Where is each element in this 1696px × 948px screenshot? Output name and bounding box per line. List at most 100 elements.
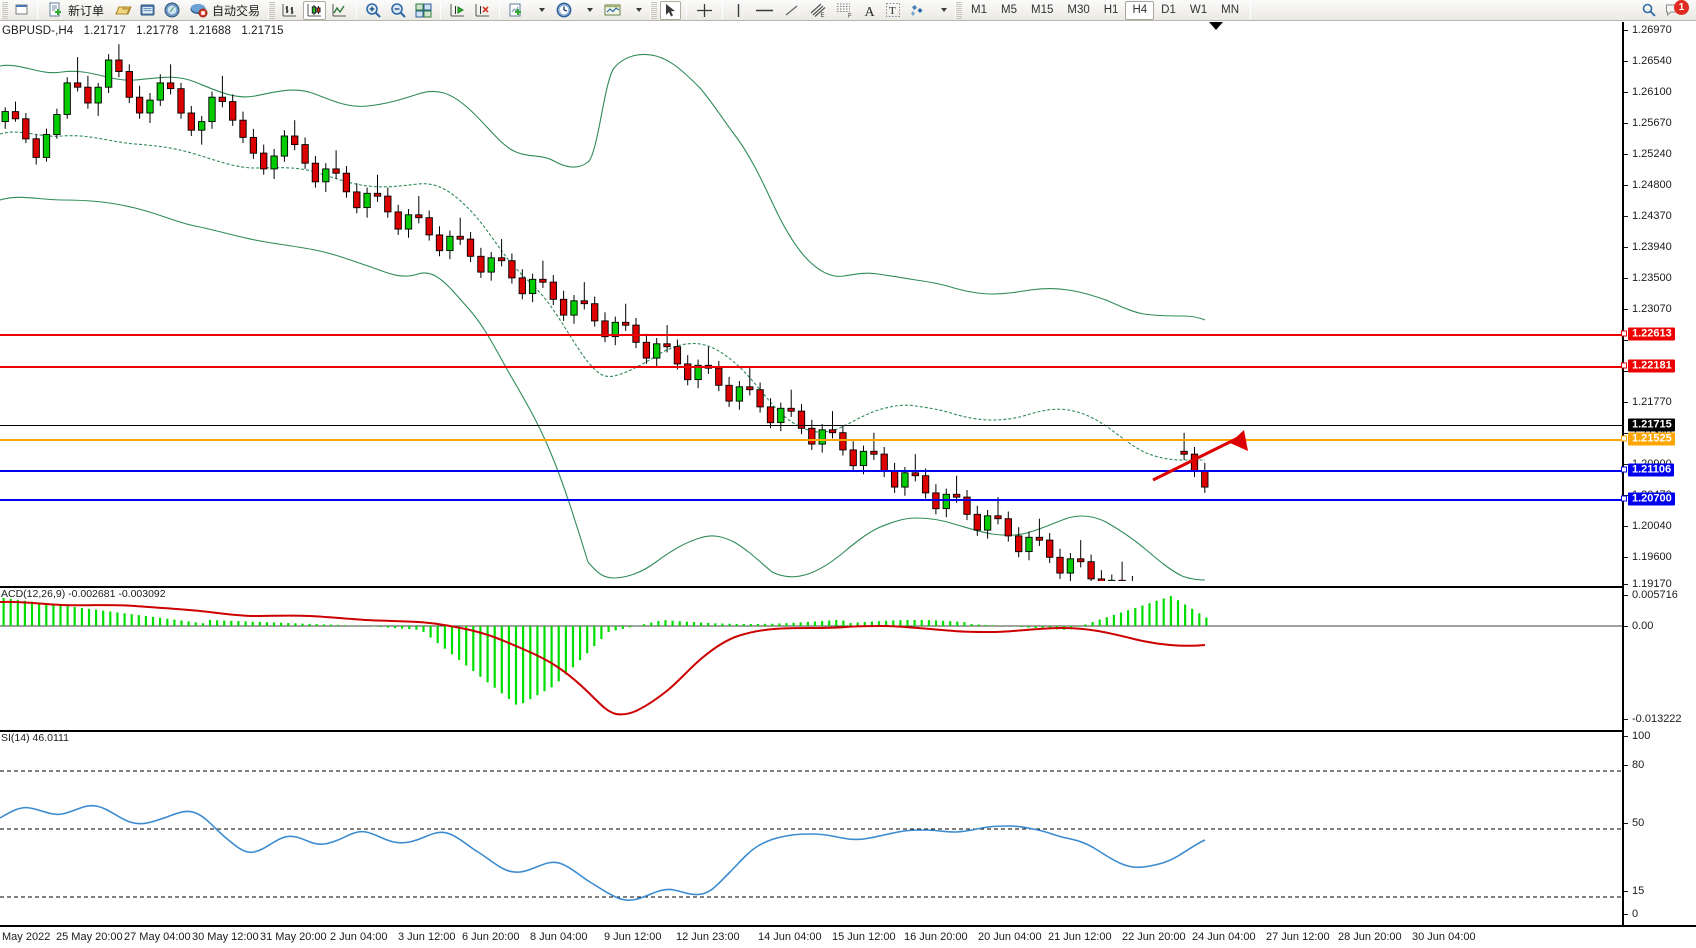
line-chart-icon[interactable] (328, 1, 351, 20)
time-label: 3 Jun 12:00 (398, 931, 456, 943)
current-price-tag: 1.21715 (1628, 418, 1675, 432)
timeframe-mn[interactable]: MN (1221, 4, 1239, 16)
resistance-2-tag[interactable]: 1.22613 (1621, 327, 1675, 341)
new-chart-dropdown-arrow[interactable] (530, 1, 551, 20)
navigator-icon[interactable] (161, 1, 183, 20)
support-1-value: 1.21106 (1632, 463, 1672, 476)
vertical-line-icon[interactable] (728, 1, 749, 20)
rsi-indicator-label: SI(14) 46.0111 (1, 732, 69, 744)
rsi-chart-canvas[interactable] (0, 742, 1622, 924)
timeframe-m1[interactable]: M1 (971, 4, 988, 16)
fibonacci-icon[interactable]: F (832, 1, 857, 20)
new-order-label: 新订单 (68, 3, 105, 18)
timeframe-m5[interactable]: M5 (1001, 4, 1017, 16)
price-tick-label: 1.23500 (1632, 272, 1672, 284)
timeframe-h4[interactable]: H4 (1125, 0, 1155, 20)
price-tick-label: 1.23070 (1632, 303, 1672, 315)
data-window-icon[interactable] (446, 1, 469, 20)
rsi-axis-80: 80 (1632, 759, 1645, 771)
candlestick-chart-icon[interactable] (303, 0, 327, 20)
resistance-1-tag[interactable]: 1.22181 (1621, 359, 1675, 373)
toolbar-grip-charts[interactable] (268, 1, 276, 19)
price-tick-label: 1.26540 (1632, 55, 1672, 67)
tile-windows-icon[interactable] (412, 1, 435, 20)
symbol-open: 1.21717 (83, 25, 126, 37)
time-label: 6 Jun 20:00 (462, 931, 520, 943)
support-1-tag[interactable]: 1.21106 (1621, 463, 1675, 477)
candlestick-series[interactable] (0, 22, 1622, 581)
crosshair-icon[interactable] (692, 1, 717, 20)
text-icon[interactable]: A (859, 1, 880, 20)
toolbar-separator-6 (722, 1, 724, 19)
price-tick-label: 1.19170 (1632, 578, 1672, 590)
alerts-icon[interactable]: 1 (1662, 0, 1692, 20)
zoom-out-icon[interactable] (387, 1, 410, 20)
resistance-line-1[interactable] (0, 366, 1622, 368)
terminal-window-icon[interactable] (11, 1, 32, 20)
pivot-line[interactable] (0, 439, 1622, 441)
bar-chart-icon[interactable] (278, 1, 301, 20)
equidistant-channel-icon[interactable]: E (805, 1, 830, 20)
current-price-line (0, 425, 1622, 426)
cursor-icon[interactable] (660, 0, 682, 20)
macd-axis-zero: 0.00 (1632, 620, 1654, 632)
trendline-arrow[interactable] (1148, 425, 1258, 485)
text-label-icon[interactable]: T (882, 1, 904, 20)
resistance-1-value: 1.22181 (1632, 359, 1672, 372)
macd-chart-canvas[interactable] (0, 594, 1622, 726)
objects-icon[interactable] (906, 1, 930, 20)
toolbar-separator-2 (356, 1, 358, 19)
zoom-in-icon[interactable] (362, 1, 385, 20)
new-order-button[interactable]: 新订单 (43, 1, 110, 20)
time-label: 24 Jun 04:00 (1192, 931, 1256, 943)
support-line-1[interactable] (0, 470, 1622, 472)
notification-badge[interactable]: 1 (1674, 0, 1689, 15)
price-tick-label: 1.21770 (1632, 396, 1672, 408)
timeframe-m30[interactable]: M30 (1067, 4, 1090, 16)
right-axis-panel[interactable]: 1.26970 1.26540 1.26100 1.25670 1.25240 … (1621, 22, 1696, 925)
toolbar-grip-tools[interactable] (650, 1, 658, 19)
pivot-tag[interactable]: 1.21525 (1621, 432, 1675, 446)
terminal-icon[interactable] (137, 1, 159, 20)
price-tick-label: 1.25240 (1632, 148, 1672, 160)
time-label: 25 May 20:00 (56, 931, 123, 943)
new-chart-icon[interactable] (505, 1, 528, 20)
objects-dropdown-arrow[interactable] (932, 1, 953, 20)
resistance-2-value: 1.22613 (1632, 327, 1672, 340)
auto-trading-button[interactable]: 自动交易 (185, 1, 266, 20)
time-label: 30 Jun 04:00 (1412, 931, 1476, 943)
time-axis[interactable]: May 2022 25 May 20:00 27 May 04:00 30 Ma… (0, 925, 1696, 948)
trendline-icon[interactable] (780, 1, 803, 20)
price-tick-label: 1.26100 (1632, 86, 1672, 98)
period-dropdown-arrow[interactable] (578, 1, 599, 20)
symbol-info-line: GBPUSD-,H4 1.21717 1.21778 1.21688 1.217… (2, 25, 284, 37)
price-tick-label: 1.24800 (1632, 179, 1672, 191)
time-label: 2 Jun 04:00 (330, 931, 388, 943)
timeframe-w1[interactable]: W1 (1189, 4, 1208, 16)
time-label: 15 Jun 12:00 (832, 931, 896, 943)
toolbar-grip[interactable] (1, 1, 8, 19)
timeframe-h1[interactable]: H1 (1103, 4, 1119, 16)
time-label: 22 Jun 20:00 (1122, 931, 1186, 943)
period-icon[interactable] (553, 1, 576, 20)
svg-text:A: A (865, 5, 876, 18)
templates-dropdown-arrow[interactable] (627, 1, 648, 20)
folder-icon[interactable] (112, 1, 135, 20)
price-tick-label: 1.25670 (1632, 117, 1672, 129)
rsi-axis-50: 50 (1632, 817, 1645, 829)
support-2-tag[interactable]: 1.20700 (1621, 492, 1675, 506)
resistance-line-2[interactable] (0, 334, 1622, 336)
templates-icon[interactable] (601, 1, 625, 20)
toolbar-grip-timeframes[interactable] (955, 1, 963, 19)
timeframe-d1[interactable]: D1 (1161, 4, 1176, 16)
horizontal-line-icon[interactable] (751, 1, 778, 20)
timeframe-m15[interactable]: M15 (1031, 4, 1054, 16)
search-icon[interactable] (1638, 1, 1660, 20)
main-toolbar: 新订单 自动交易 (0, 0, 1696, 21)
price-chart-canvas[interactable] (0, 22, 1622, 581)
support-line-2[interactable] (0, 499, 1622, 501)
macd-signal-line (0, 600, 1206, 716)
indicators-icon[interactable] (471, 1, 494, 20)
time-label: 12 Jun 23:00 (676, 931, 740, 943)
